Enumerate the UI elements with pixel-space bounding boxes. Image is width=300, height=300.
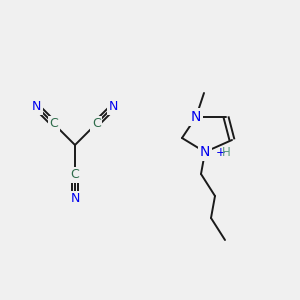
Text: N: N: [32, 100, 41, 113]
Text: N: N: [191, 110, 201, 124]
Text: C: C: [50, 117, 58, 130]
Text: N: N: [70, 193, 80, 206]
Text: H: H: [222, 146, 231, 160]
Text: N: N: [109, 100, 118, 113]
Text: N: N: [200, 145, 210, 159]
Text: C: C: [92, 117, 100, 130]
Text: C: C: [70, 169, 80, 182]
Text: +: +: [216, 146, 226, 160]
